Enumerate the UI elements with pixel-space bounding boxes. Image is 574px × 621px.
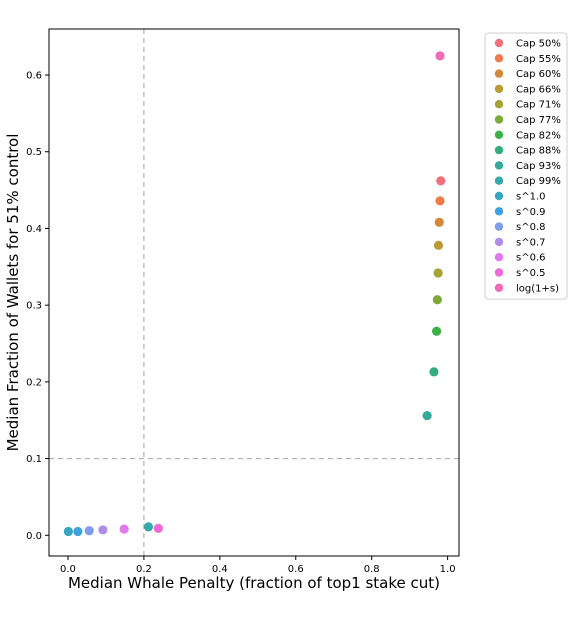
data-point [429,367,439,377]
data-point [433,268,443,278]
legend-box [484,32,568,300]
legend-marker [494,207,504,216]
data-point [435,196,445,206]
legend-label: s^0.8 [516,222,546,233]
legend-marker [494,115,504,124]
x-tick-label: 0.8 [364,564,380,575]
data-point [63,526,73,537]
legend-marker [494,145,504,155]
legend-marker [494,222,504,231]
legend-label: Cap 66% [516,84,561,95]
data-point [153,523,163,533]
legend-label: Cap 99% [516,176,561,187]
x-tick-label: 1.0 [440,564,456,575]
data-point [98,525,108,535]
legend: Cap 50% Cap 55% Cap 60% Cap 66% Cap 71% Cap 7… [484,32,568,300]
legend-marker [494,100,504,109]
data-point [422,411,432,421]
legend-label: s^0.9 [516,207,546,218]
x-tick-label: 0.2 [136,564,152,575]
data-points [63,51,446,537]
reference-lines [49,29,459,556]
legend-label: Cap 50% [516,39,561,50]
legend-marker [494,161,504,170]
x-axis-ticks: 0.0 0.2 0.4 0.6 0.8 1.0 [60,556,456,575]
legend-marker [494,130,504,139]
x-tick-label: 0.4 [212,564,228,575]
legend-label: Cap 93% [516,161,561,172]
y-axis-label: Median Fraction of Wallets for 51% contr… [4,134,22,452]
legend-label: s^0.7 [516,237,546,248]
legend-label: Cap 71% [516,100,561,111]
legend-label: Cap 60% [516,69,561,80]
y-axis-ticks: 0.0 0.1 0.2 0.3 0.4 0.5 0.6 [26,71,49,542]
legend-marker [494,54,504,63]
data-point [435,51,445,61]
data-point [119,524,129,534]
legend-marker [494,84,504,94]
y-tick-label: 0.6 [26,71,42,82]
x-tick-label: 0.0 [60,564,76,575]
y-tick-label: 0.3 [26,301,42,312]
data-point [433,240,444,250]
legend-label: Cap 77% [516,115,561,126]
legend-marker [494,38,504,48]
legend-marker [494,176,504,185]
legend-label: s^0.6 [516,253,546,264]
legend-marker [494,283,504,292]
plot-frame [48,28,460,557]
data-point [84,526,94,536]
legend-label: Cap 88% [516,146,561,157]
legend-label: log(1+s) [516,283,559,294]
data-point [434,217,444,227]
y-tick-label: 0.5 [26,147,42,158]
y-tick-label: 0.4 [26,224,42,235]
data-point [436,176,446,186]
x-tick-label: 0.6 [288,564,304,575]
legend-marker [494,191,504,201]
legend-label: Cap 55% [516,54,561,65]
data-point [73,526,83,537]
legend-label: s^0.5 [516,268,546,279]
legend-marker [494,253,504,262]
legend-marker [494,268,504,277]
y-tick-label: 0.2 [26,377,42,388]
data-point [432,295,442,305]
x-axis-label: Median Whale Penalty (fraction of top1 s… [68,574,440,592]
y-tick-label: 0.1 [26,454,42,465]
data-point [432,326,442,336]
legend-label: s^1.0 [516,192,546,203]
legend-marker [494,237,504,247]
y-tick-label: 0.0 [26,531,42,542]
legend-marker [494,69,504,78]
data-point [143,522,154,532]
legend-label: Cap 82% [516,130,561,141]
